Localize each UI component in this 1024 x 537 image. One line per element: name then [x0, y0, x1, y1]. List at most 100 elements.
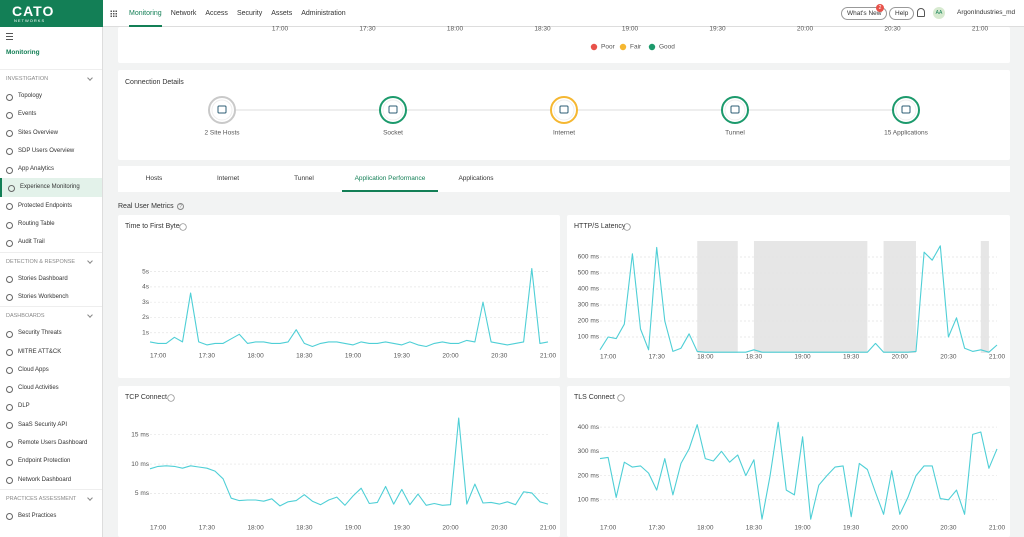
y-tick-label: 600 ms — [578, 254, 600, 261]
card-title: Connection Details — [125, 79, 184, 86]
sidebar-item[interactable]: Protected Endpoints — [0, 197, 102, 215]
section-header[interactable]: DETECTION & RESPONSE — [0, 251, 102, 270]
help-icon[interactable]: ? — [177, 203, 184, 210]
sidebar-item[interactable]: Experience Monitoring — [0, 178, 102, 197]
shaded-range — [980, 241, 989, 353]
chart-title: TLS Connect — [574, 394, 615, 401]
nav-item[interactable]: Assets — [271, 10, 293, 17]
sidebar-item[interactable]: Cloud Activities — [0, 379, 102, 397]
chart-card: TLS Connect — [567, 386, 1010, 537]
node-inner — [895, 99, 917, 121]
sidebar-item[interactable]: App Analytics — [0, 160, 102, 178]
y-tick-label: 300 ms — [578, 448, 600, 455]
y-tick-label: 400 ms — [578, 286, 600, 293]
x-tick-label: 21:00 — [540, 525, 557, 532]
tab[interactable]: Internet — [216, 175, 240, 182]
tabs: Hosts Internet Tunnel Application Performan… — [118, 166, 1010, 192]
x-tick-label: 19:30 — [709, 26, 726, 33]
shaded-range — [697, 241, 738, 353]
sidebar-item[interactable]: Network Dashboard — [0, 471, 102, 489]
sidebar-item[interactable]: Audit Trail — [0, 233, 102, 251]
x-tick-label: 20:30 — [940, 354, 957, 361]
apps-icon[interactable] — [110, 10, 117, 17]
sidebar-title: Monitoring — [6, 49, 40, 56]
whats-new[interactable]: What's New — [841, 7, 888, 20]
chart-title: Time to First Byte — [125, 223, 180, 230]
sidebar-item[interactable]: Routing Table — [0, 215, 102, 233]
legend-swatch — [590, 43, 598, 51]
sidebar-item[interactable]: Endpoint Protection — [0, 452, 102, 470]
shaded-range — [883, 241, 916, 353]
legend-label: Fair — [630, 44, 642, 51]
node-inner — [724, 99, 746, 121]
section-header[interactable]: DASHBOARDS — [0, 306, 102, 324]
sidebar-item[interactable]: Security Threats — [0, 324, 102, 342]
node-icon — [388, 105, 398, 114]
x-tick-label: 17:30 — [359, 26, 376, 33]
y-tick-label: 100 ms — [578, 496, 600, 503]
y-tick-label: 500 ms — [578, 270, 600, 277]
sidebar-item[interactable]: SaaS Security API — [0, 416, 102, 434]
x-tick-label: 18:30 — [534, 26, 551, 33]
sidebar-item[interactable]: Sites Overview — [0, 124, 102, 142]
x-tick-label: 21:00 — [989, 525, 1006, 532]
account[interactable]: ArgonIndustries_md — [957, 9, 1016, 16]
avatar[interactable]: AA — [933, 7, 945, 19]
x-tick-label: 20:00 — [892, 525, 909, 532]
x-tick-label: 18:00 — [447, 26, 464, 33]
legend-swatch — [648, 43, 656, 51]
node-inner — [553, 99, 575, 121]
sidebar: Monitoring INVESTIGATION Topology Events Si… — [0, 27, 103, 537]
x-tick-label: 18:00 — [247, 525, 264, 532]
menu-icon[interactable] — [6, 33, 13, 41]
logo[interactable]: CATO NETWORKS — [0, 0, 103, 27]
y-tick-label: 1s — [142, 329, 150, 336]
sidebar-item[interactable]: Best Practices — [0, 507, 102, 525]
node-icon — [730, 105, 740, 114]
y-tick-label: 2s — [142, 314, 150, 321]
tab[interactable]: Tunnel — [294, 175, 314, 182]
nav-item[interactable]: Access — [205, 10, 228, 17]
y-tick-label: 15 ms — [131, 431, 149, 438]
nav-item[interactable]: Security — [236, 10, 263, 17]
sidebar-item[interactable]: Stories Workbench — [0, 288, 102, 306]
x-tick-label: 20:00 — [892, 354, 909, 361]
sidebar-item[interactable]: Remote Users Dashboard — [0, 434, 102, 452]
sidebar-item[interactable]: MITRE ATT&CK — [0, 343, 102, 361]
x-tick-label: 19:00 — [794, 354, 811, 361]
section-header[interactable]: PRACTICES ASSESSMENT — [0, 488, 102, 507]
sidebar-item[interactable]: DLP — [0, 397, 102, 415]
tab[interactable]: Applications — [458, 175, 494, 182]
legend-swatch — [619, 43, 627, 51]
x-tick-label: 19:30 — [843, 525, 860, 532]
x-tick-label: 17:30 — [649, 354, 666, 361]
y-tick-label: 5 ms — [135, 490, 150, 497]
x-tick-label: 19:30 — [394, 525, 411, 532]
sidebar-item[interactable]: SDP Users Overview — [0, 142, 102, 160]
x-tick-label: 18:30 — [296, 525, 313, 532]
x-tick-label: 20:00 — [797, 26, 814, 33]
nav-item[interactable]: Network — [170, 10, 197, 17]
nav-item[interactable]: Administration — [301, 10, 346, 17]
x-tick-label: 21:00 — [540, 353, 557, 360]
section-header[interactable]: INVESTIGATION — [0, 69, 102, 87]
help[interactable]: Help — [889, 7, 915, 20]
x-tick-label: 17:00 — [272, 26, 289, 33]
node-icon — [901, 105, 911, 114]
sidebar-item[interactable]: Events — [0, 105, 102, 123]
sidebar-item[interactable]: Stories Dashboard — [0, 270, 102, 288]
section-title: Real User Metrics — [118, 203, 174, 210]
tab[interactable]: Application Performance — [342, 166, 438, 192]
logo-sub: NETWORKS — [14, 18, 46, 23]
tab[interactable]: Hosts — [145, 175, 163, 182]
x-tick-label: 20:00 — [442, 525, 459, 532]
bell[interactable] — [917, 8, 925, 17]
x-tick-label: 19:00 — [794, 525, 811, 532]
x-tick-label: 19:00 — [345, 353, 362, 360]
sidebar-item[interactable]: Cloud Apps — [0, 361, 102, 379]
nav-items: Monitoring Network Access Security Assets Adm… — [129, 0, 346, 27]
nav-item[interactable]: Monitoring — [129, 0, 162, 27]
logo-text: CATO — [12, 3, 55, 19]
sidebar-item[interactable]: Topology — [0, 87, 102, 105]
badge: 2 — [876, 4, 884, 12]
